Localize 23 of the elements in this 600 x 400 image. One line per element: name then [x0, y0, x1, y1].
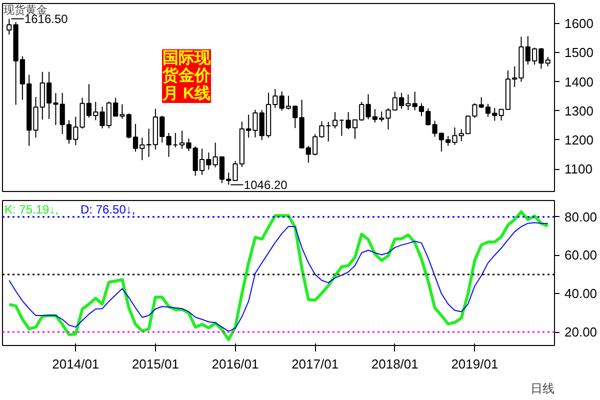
- y-tick-label: 1300: [564, 103, 594, 118]
- y-tick-label: 20.00: [564, 324, 598, 340]
- x-tick-label: 2016/01: [212, 356, 259, 372]
- annotation: D: 76.50↓,: [80, 202, 136, 216]
- x-tick-label: 2019/01: [451, 356, 498, 372]
- x-tick-label: 2018/01: [371, 356, 418, 372]
- y-tick-label: 60.00: [564, 248, 598, 263]
- annotation: 1046.20: [244, 178, 288, 192]
- annotation: K: 75.19↓,: [4, 202, 59, 216]
- y-tick-label: 40.00: [564, 286, 598, 302]
- y-tick-label: 1500: [564, 45, 594, 60]
- x-tick-label: 2017/01: [292, 356, 339, 372]
- line-series: [8, 222, 548, 332]
- text: 日线: [530, 382, 554, 396]
- text: 国际现货金价月 K线: [162, 50, 212, 102]
- y-tick-label: 1600: [564, 16, 594, 32]
- x-tick-label: 2014/01: [52, 356, 100, 372]
- y-tick-label: 80.00: [564, 209, 598, 224]
- y-tick-label: 1400: [564, 74, 594, 90]
- y-tick-label: 1200: [564, 132, 594, 148]
- y-tick-label: 1100: [564, 162, 592, 177]
- candlestick: [332, 112, 338, 129]
- x-tick-label: 2015/01: [132, 356, 179, 372]
